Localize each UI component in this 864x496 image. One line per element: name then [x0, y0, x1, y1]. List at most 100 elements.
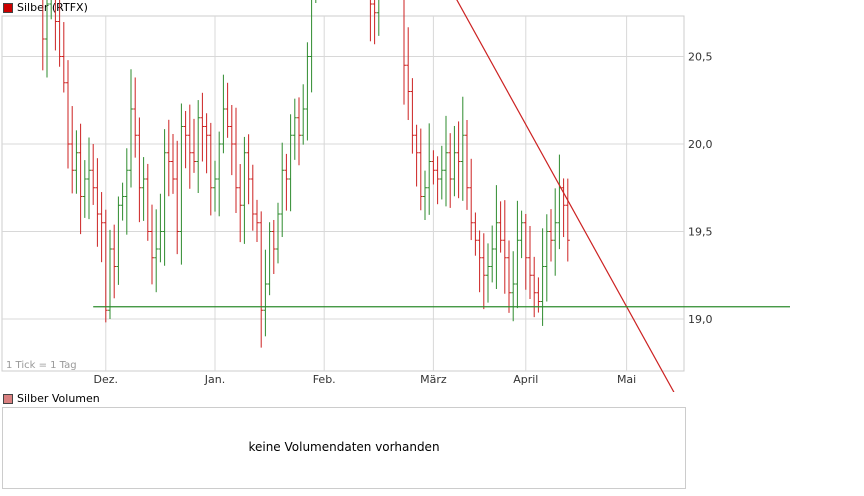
- grid: [2, 16, 684, 371]
- price-legend-swatch: [3, 2, 13, 13]
- ohlc-bar: [369, 0, 373, 42]
- ohlc-bar: [507, 240, 511, 313]
- ohlc-bar: [78, 123, 83, 235]
- ohlc-bar: [481, 233, 486, 310]
- ohlc-bar: [549, 209, 553, 262]
- volume-legend-swatch: [3, 393, 13, 404]
- ohlc-bars: [42, 0, 570, 348]
- plot-area: [1, 15, 685, 372]
- ohlc-bar: [418, 128, 423, 211]
- y-tick-label: 20,0: [688, 138, 713, 151]
- ohlc-bar: [315, 0, 317, 3]
- ohlc-bar: [242, 136, 247, 244]
- ohlc-bar: [515, 200, 520, 309]
- ohlc-bar: [120, 182, 125, 221]
- ohlc-bar: [234, 107, 238, 213]
- ohlc-bar: [54, 0, 58, 51]
- resistance-trendline: [456, 0, 675, 392]
- ohlc-bar: [133, 77, 138, 158]
- ohlc-bar: [179, 103, 184, 265]
- ohlc-bar: [435, 156, 440, 205]
- ohlc-bar: [116, 196, 121, 285]
- ohlc-bar: [259, 211, 264, 348]
- ohlc-bar: [444, 115, 448, 207]
- price-legend-label: Silber (RTFX): [17, 1, 88, 14]
- tick-note: 1 Tick = 1 Tag: [6, 360, 77, 371]
- ohlc-bar: [523, 213, 528, 290]
- volume-panel: keine Volumendaten vorhanden: [2, 407, 686, 489]
- ohlc-bar: [288, 114, 293, 212]
- ohlc-bar: [490, 225, 495, 283]
- ohlc-bar: [284, 153, 289, 211]
- ohlc-bar: [431, 150, 436, 185]
- ohlc-bar: [565, 178, 570, 262]
- ohlc-bar: [376, 0, 380, 36]
- ohlc-bar: [183, 110, 188, 169]
- ohlc-bar: [196, 100, 201, 194]
- ohlc-bar: [70, 106, 75, 194]
- ohlc-bar: [494, 185, 499, 289]
- ohlc-bar: [145, 163, 150, 241]
- x-tick-label: April: [513, 373, 538, 386]
- ohlc-bar: [166, 119, 171, 197]
- ohlc-bar: [204, 113, 209, 174]
- ohlc-bar: [297, 97, 301, 166]
- ohlc-bar: [280, 142, 285, 238]
- ohlc-bar: [200, 92, 205, 162]
- ohlc-bar: [158, 193, 163, 263]
- ohlc-bar: [414, 124, 419, 187]
- x-tick-label: Feb.: [313, 373, 336, 386]
- ohlc-bar: [57, 0, 62, 67]
- ohlc-bar: [99, 192, 104, 263]
- ohlc-bar: [49, 0, 52, 20]
- ohlc-bar: [519, 210, 524, 259]
- ohlc-bar: [544, 214, 549, 302]
- ohlc-bar: [225, 82, 230, 138]
- ohlc-bar: [124, 148, 129, 235]
- ohlc-bar: [305, 42, 310, 141]
- ohlc-bar: [129, 69, 133, 188]
- y-axis: 19,019,520,020,521,021,522,0: [688, 51, 713, 327]
- ohlc-bar: [502, 200, 507, 294]
- ohlc-bar: [82, 160, 87, 218]
- ohlc-bar: [309, 0, 313, 93]
- ohlc-bar: [460, 96, 465, 201]
- ohlc-bar: [271, 219, 276, 274]
- ohlc-bar: [292, 98, 297, 160]
- trend-lines: [93, 0, 790, 392]
- ohlc-bar: [187, 104, 192, 189]
- ohlc-bar: [410, 78, 415, 154]
- ohlc-bar: [540, 228, 545, 326]
- ohlc-bar: [465, 119, 469, 210]
- ohlc-bar: [423, 170, 427, 220]
- ohlc-bar: [255, 199, 259, 242]
- ohlc-bar: [267, 222, 272, 296]
- y-tick-label: 20,5: [688, 51, 713, 64]
- x-tick-label: März: [420, 373, 447, 386]
- ohlc-bar: [238, 164, 243, 243]
- ohlc-bar: [246, 134, 251, 205]
- ohlc-bar: [137, 117, 142, 223]
- ohlc-bar: [141, 157, 146, 221]
- ohlc-bar: [42, 0, 45, 71]
- ohlc-bar: [221, 74, 226, 154]
- ohlc-bar: [217, 131, 222, 217]
- y-tick-label: 19,0: [688, 313, 713, 326]
- ohlc-bar: [208, 122, 213, 216]
- volume-legend: Silber Volumen: [3, 392, 100, 405]
- ohlc-bar: [171, 133, 175, 194]
- ohlc-bar: [486, 243, 490, 303]
- ohlc-bar: [91, 143, 96, 205]
- ohlc-bar: [192, 118, 196, 173]
- volume-legend-label: Silber Volumen: [17, 392, 100, 405]
- ohlc-bar: [473, 212, 478, 256]
- ohlc-bar: [103, 209, 108, 323]
- ohlc-bar: [452, 125, 457, 197]
- ohlc-bar: [276, 202, 280, 264]
- ohlc-bar: [553, 188, 558, 276]
- ohlc-bar: [95, 158, 100, 247]
- ohlc-bar: [112, 224, 117, 299]
- ohlc-bar: [45, 0, 49, 78]
- y-tick-label: 19,5: [688, 226, 713, 239]
- x-tick-label: Dez.: [94, 373, 119, 386]
